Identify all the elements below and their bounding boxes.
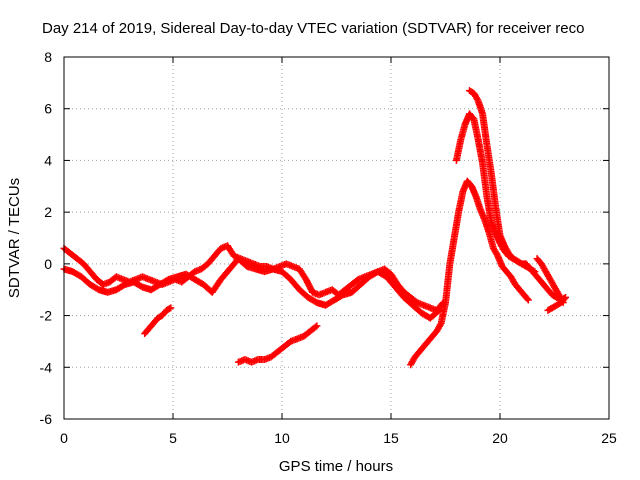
- series-sat-h: [533, 255, 567, 307]
- y-tick-label: 6: [44, 101, 52, 117]
- x-axis-label: GPS time / hours: [279, 458, 393, 475]
- y-tick-label: -4: [40, 359, 53, 375]
- data-point: [524, 296, 532, 304]
- data-point: [523, 295, 531, 303]
- data-point: [531, 268, 539, 276]
- y-tick-label: 0: [44, 256, 52, 272]
- data-point: [435, 306, 443, 314]
- data-point: [312, 323, 320, 331]
- series-sat-g: [465, 87, 539, 276]
- data-point: [560, 295, 568, 303]
- x-tick-label: 0: [60, 430, 68, 446]
- data-point: [165, 305, 173, 313]
- y-tick-label: -6: [40, 411, 53, 427]
- data-point: [561, 293, 569, 301]
- data-point: [167, 304, 175, 312]
- y-axis-label: SDTVAR / TECUs: [6, 178, 23, 298]
- x-tick-label: 15: [383, 430, 399, 446]
- data-point: [313, 322, 321, 330]
- series-sat-b: [60, 255, 443, 322]
- series-sat-d: [234, 322, 321, 366]
- data-point: [436, 321, 444, 329]
- y-tick-label: 4: [44, 152, 52, 168]
- axis-ticks: 0 5 10 15 20 25 -6 -4 -2 0 2 4 6 8: [40, 49, 617, 446]
- series-sat-c: [141, 304, 175, 338]
- plot-frame: [63, 56, 610, 420]
- x-tick-label: 25: [601, 430, 617, 446]
- series-sat-e: [407, 177, 532, 369]
- x-tick-label: 10: [274, 430, 290, 446]
- data-point: [529, 267, 537, 275]
- x-tick-label: 5: [169, 430, 177, 446]
- x-tick-label: 20: [492, 430, 508, 446]
- chart-title: Day 214 of 2019, Sidereal Day-to-day VTE…: [42, 20, 584, 37]
- data-point: [434, 308, 442, 316]
- y-tick-label: 2: [44, 204, 52, 220]
- y-tick-label: 8: [44, 49, 52, 65]
- data-point: [473, 95, 481, 103]
- y-tick-label: -2: [40, 308, 53, 324]
- data-points: [60, 87, 569, 369]
- series-sat-i: [544, 293, 569, 314]
